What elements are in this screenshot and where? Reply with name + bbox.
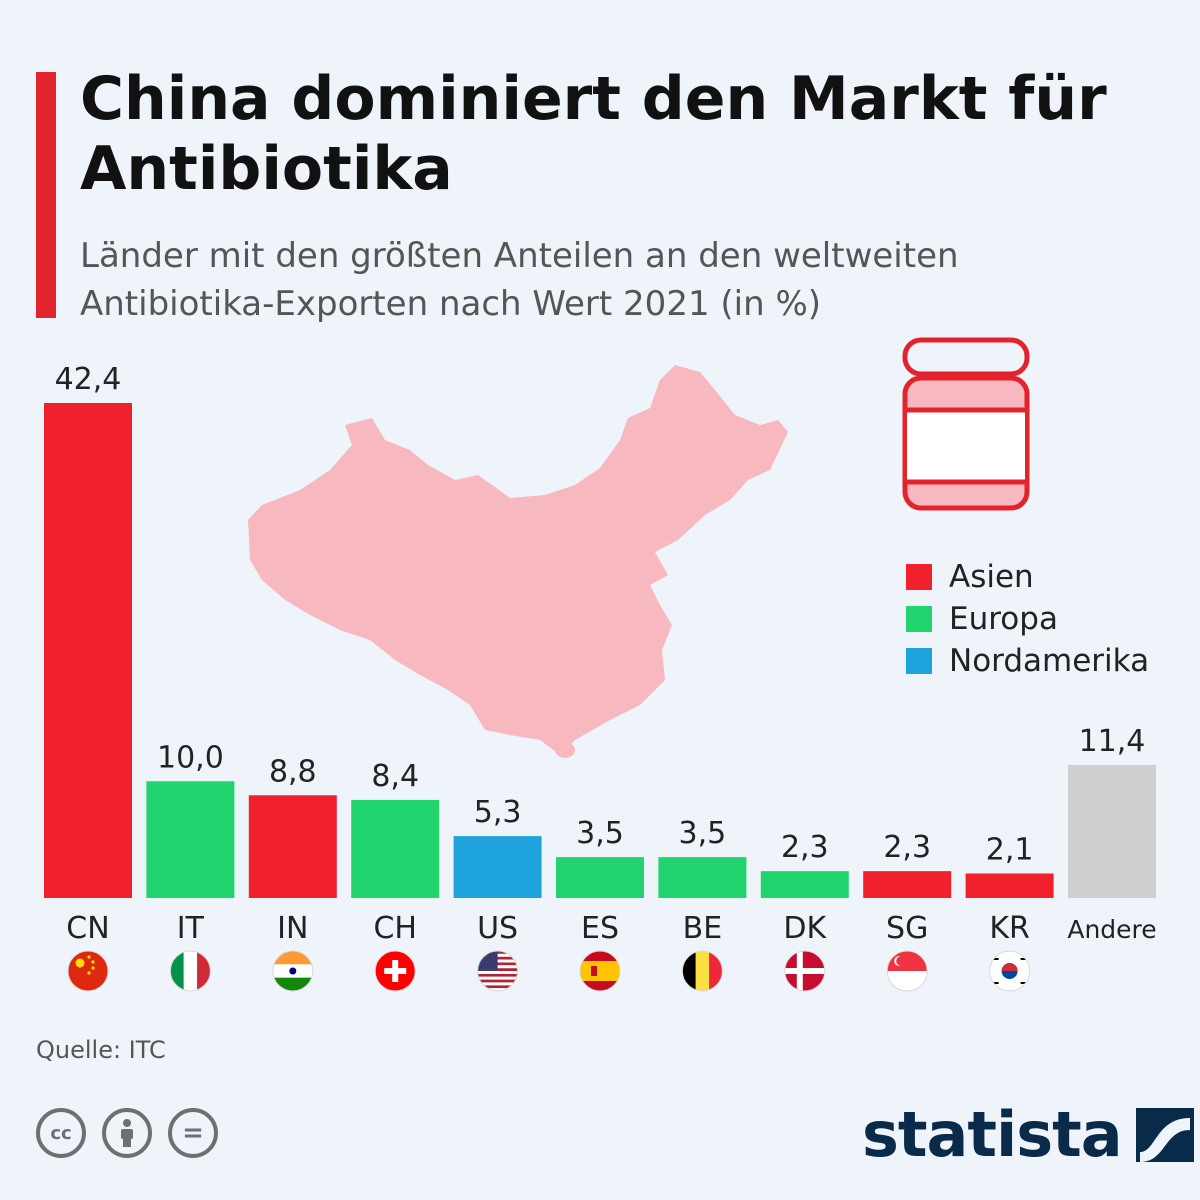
chart-title: China dominiert den Markt für Antibiotik… [80, 64, 1107, 204]
statista-brand[interactable]: statista [862, 1098, 1194, 1171]
category-label-ch: CH [373, 911, 417, 946]
bar-andere [1068, 764, 1156, 898]
category-label-cn: CN [66, 911, 109, 946]
cc-icon[interactable]: cc [36, 1108, 86, 1158]
nd-icon[interactable]: = [168, 1108, 218, 1158]
data-label-in: 8,8 [269, 754, 317, 789]
flag-switzerland-icon [374, 950, 416, 992]
license-icons: cc = [36, 1108, 218, 1158]
legend-item-north-america: Nordamerika [906, 640, 1149, 682]
data-label-be: 3,5 [679, 816, 727, 851]
data-label-sg: 2,3 [883, 830, 931, 865]
flag-south-korea-icon [989, 950, 1031, 992]
category-label-sg: SG [886, 911, 928, 946]
flag-italy-icon [169, 950, 211, 992]
bar-in [248, 795, 337, 898]
category-label-it: IT [177, 911, 205, 946]
hainan-island [555, 742, 575, 758]
bar-us [453, 836, 542, 898]
category-label-es: ES [581, 911, 619, 946]
statista-logo-icon [1135, 1107, 1194, 1162]
flag-belgium-icon [681, 950, 723, 992]
legend-swatch-asia [906, 564, 932, 590]
bar-it [146, 781, 235, 898]
data-label-es: 3,5 [576, 816, 624, 851]
legend: Asien Europa Nordamerika [906, 556, 1149, 682]
category-label-dk: DK [783, 911, 827, 946]
bar-cn [44, 403, 132, 898]
legend-swatch-europe [906, 606, 932, 632]
data-label-dk: 2,3 [781, 830, 829, 865]
flag-usa-icon [477, 950, 519, 992]
category-label-in: IN [277, 911, 308, 946]
bar-ch [351, 799, 440, 898]
bar-dk [760, 871, 849, 898]
data-label-andere: 11,4 [1079, 724, 1146, 759]
category-label-andere: Andere [1067, 915, 1156, 944]
flag-spain-icon [579, 950, 621, 992]
legend-label-asia: Asien [949, 559, 1034, 595]
bar-kr [965, 873, 1054, 898]
data-label-it: 10,0 [157, 740, 224, 775]
category-label-kr: KR [989, 911, 1030, 946]
legend-label-europe: Europa [949, 601, 1058, 637]
bar-es [556, 857, 644, 898]
bar-sg [863, 871, 952, 898]
data-label-kr: 2,1 [986, 832, 1034, 867]
category-label-be: BE [683, 911, 723, 946]
data-label-ch: 8,4 [371, 759, 419, 794]
chart-subtitle: Länder mit den größten Anteilen an den w… [80, 236, 959, 324]
accent-bar [36, 72, 56, 318]
category-label-us: US [477, 911, 518, 946]
legend-label-north-america: Nordamerika [949, 643, 1150, 679]
flag-china-icon [67, 950, 109, 992]
flag-india-icon [272, 950, 314, 992]
pill-jar-icon [902, 337, 1030, 511]
by-icon[interactable] [102, 1108, 152, 1158]
data-label-us: 5,3 [474, 795, 522, 830]
legend-item-europe: Europa [906, 598, 1149, 640]
brand-name: statista [862, 1098, 1123, 1171]
data-label-cn: 42,4 [55, 362, 122, 397]
china-map [248, 365, 788, 755]
source-note: Quelle: ITC [36, 1036, 166, 1064]
bar-series: 42,4 CN 10,0 IT 8,8 IN 8,4 CH 5,3 US 3,5 ES 3,5 BE 2,3… [44, 362, 1157, 992]
flag-singapore-icon [886, 950, 928, 992]
bar-be [658, 857, 747, 898]
legend-item-asia: Asien [906, 556, 1149, 598]
flag-denmark-icon [784, 950, 826, 992]
legend-swatch-north-america [906, 648, 932, 674]
